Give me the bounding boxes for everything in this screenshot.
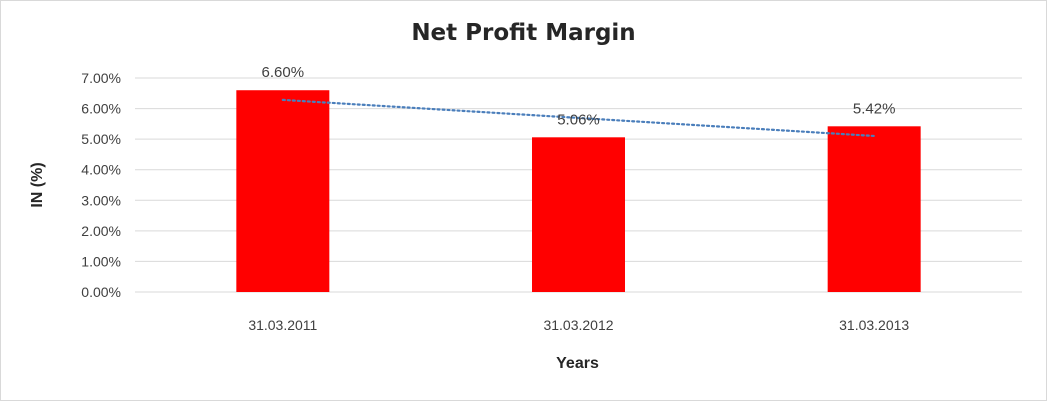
y-axis-title: IN (%) — [29, 162, 46, 207]
data-label: 5.06% — [557, 111, 600, 128]
y-tick-label: 6.00% — [81, 101, 121, 117]
y-tick-label: 5.00% — [81, 131, 121, 147]
data-label: 6.60% — [262, 64, 305, 81]
bars — [236, 90, 921, 292]
x-tick-label: 31.03.2011 — [248, 317, 317, 333]
labels: 0.00% 1.00% 2.00% 3.00% 4.00% 5.00% 6.00% 7.00%… — [81, 64, 909, 333]
y-tick-label: 1.00% — [81, 253, 121, 269]
x-axis-title: Years — [556, 355, 599, 372]
bar — [827, 126, 921, 292]
trendline — [281, 98, 876, 138]
chart-title: Net Profit Margin — [411, 20, 636, 46]
y-tick-label: 3.00% — [81, 192, 121, 208]
y-tick-label: 7.00% — [81, 70, 121, 86]
y-tick-label: 4.00% — [81, 162, 121, 178]
x-tick-label: 31.03.2012 — [543, 317, 613, 333]
data-label: 5.42% — [853, 100, 896, 117]
bar — [236, 90, 330, 292]
x-tick-label: 31.03.2013 — [839, 317, 909, 333]
y-tick-label: 2.00% — [81, 223, 121, 239]
bar — [532, 137, 625, 292]
y-tick-label: 0.00% — [81, 284, 121, 300]
trendline-layer — [281, 98, 876, 138]
